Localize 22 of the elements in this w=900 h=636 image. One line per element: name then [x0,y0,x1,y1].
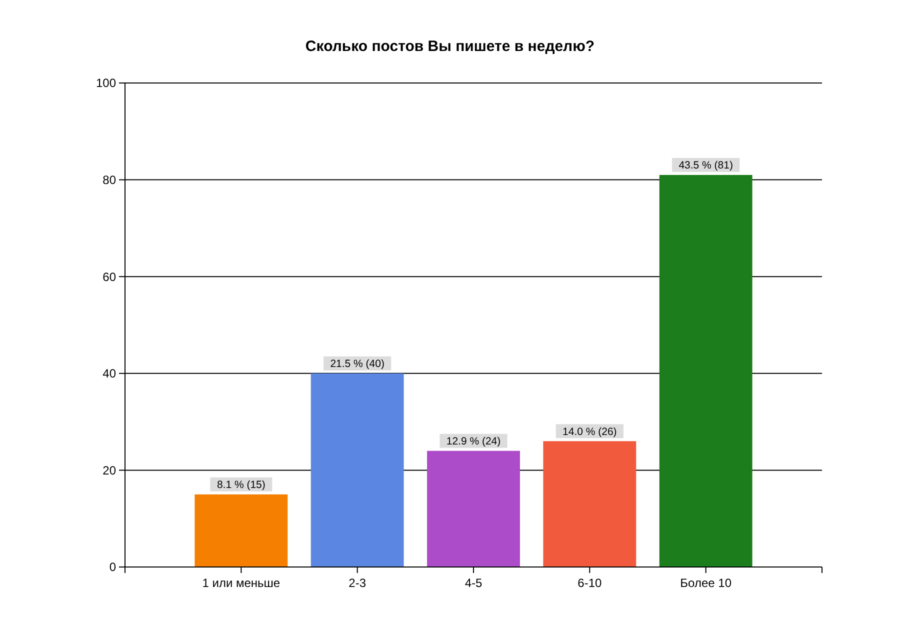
data-label: 14.0 % (26) [562,426,617,438]
data-label: 21.5 % (40) [330,358,384,370]
x-tick-label: 6-10 [578,576,602,590]
x-tick-label: Более 10 [680,576,732,590]
bar [659,174,752,567]
y-tick-label: 0 [109,560,116,574]
chart-title: Сколько постов Вы пишете в неделю? [305,38,595,55]
bar [310,373,404,567]
x-tick-label: 1 или меньше [202,576,280,590]
y-tick-label: 20 [102,463,116,478]
y-tick-label: 80 [102,173,116,187]
data-label: 43.5 % (81) [678,160,733,172]
x-tick-label: 4-5 [464,576,482,590]
x-tick-label: 2-3 [348,576,366,590]
bar [427,450,520,567]
data-label: 8.1 % (15) [216,479,266,492]
data-label: 12.9 % (24) [446,436,501,448]
y-tick-label: 60 [102,270,116,284]
y-tick-label: 100 [96,76,116,90]
bar [194,494,288,567]
bar [543,441,636,567]
y-tick-label: 40 [102,366,116,381]
